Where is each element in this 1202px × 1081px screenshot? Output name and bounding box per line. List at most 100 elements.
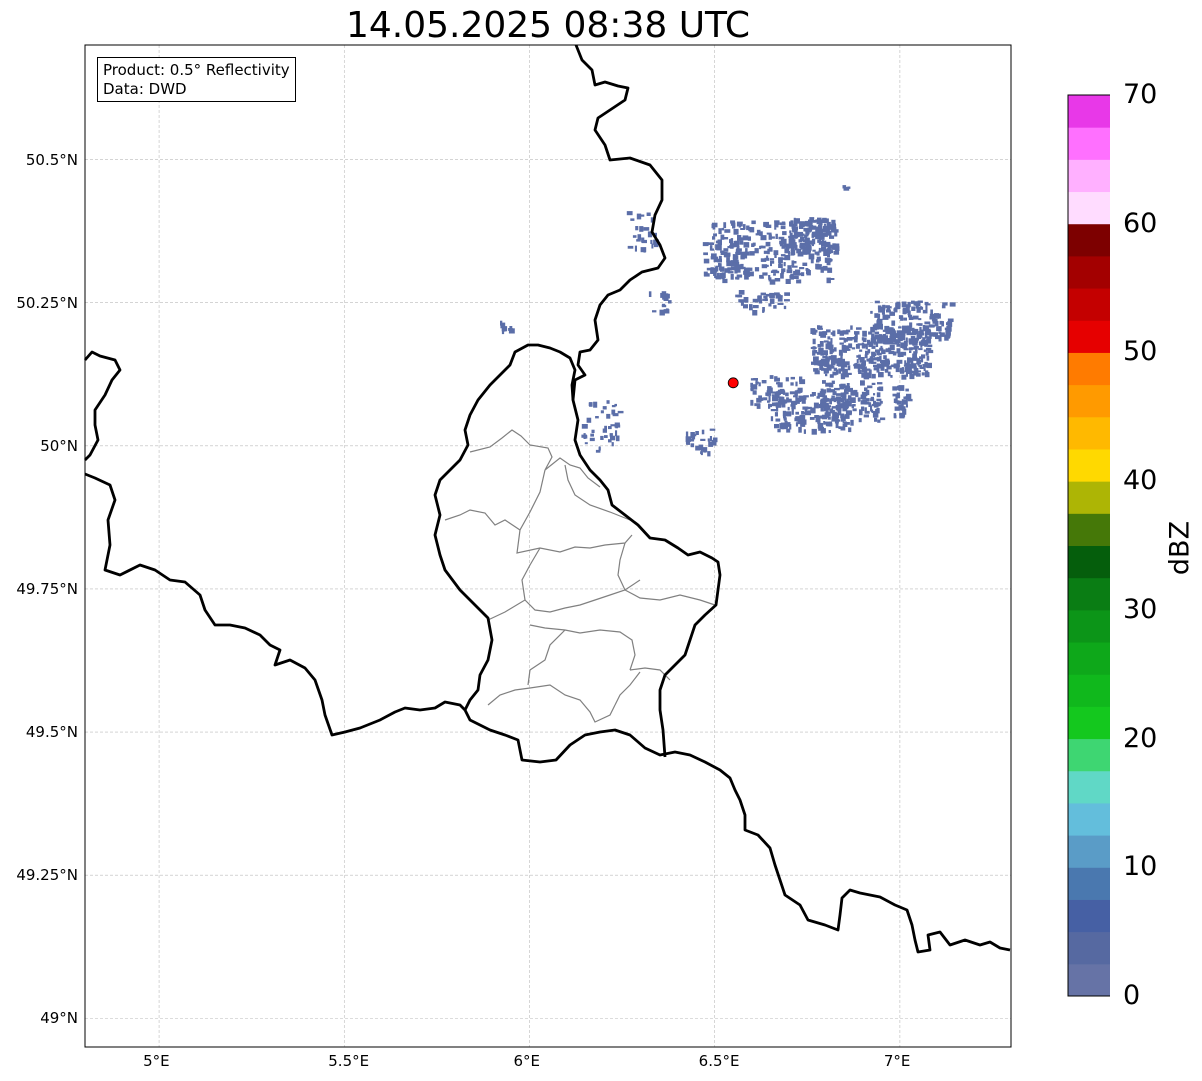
radar-echo-pixel	[635, 226, 639, 231]
radar-echo-pixel	[882, 304, 886, 311]
radar-echo-pixel	[916, 323, 921, 326]
radar-echo-pixel	[774, 220, 780, 223]
radar-echo-pixel	[588, 402, 593, 407]
radar-echo-pixel	[831, 406, 838, 409]
colorbar-segment	[1068, 738, 1110, 772]
radar-echo-pixel	[823, 340, 829, 343]
radar-echo-pixel	[773, 273, 776, 276]
border-france-belgium	[84, 472, 466, 737]
radar-echo-pixel	[819, 341, 824, 347]
radar-echo-pixel	[611, 409, 616, 415]
radar-echo-pixel	[853, 389, 858, 396]
radar-echo-pixel	[791, 260, 795, 266]
radar-echo-pixel	[746, 225, 750, 231]
radar-echo-pixel	[897, 386, 901, 391]
radar-echo-pixel	[882, 329, 887, 332]
radar-echo-pixel	[750, 388, 754, 391]
radar-echo-pixel	[881, 310, 885, 315]
radar-echo-pixel	[927, 344, 933, 348]
radar-echo-pixel	[726, 257, 730, 263]
radar-echo-pixel	[739, 240, 744, 245]
radar-echo-pixel	[700, 449, 703, 456]
radar-echo-pixel	[898, 326, 902, 329]
radar-echo-pixel	[912, 363, 917, 369]
lat-tick-label: 49.25°N	[16, 866, 78, 885]
colorbar-segment	[1068, 835, 1110, 868]
radar-echo-pixel	[842, 330, 849, 335]
radar-echo-pixel	[750, 384, 754, 389]
radar-echo-pixel	[854, 334, 858, 340]
radar-echo-pixel	[590, 433, 594, 437]
radar-echo-pixel	[850, 325, 853, 330]
radar-echo-pixel	[930, 332, 936, 336]
radar-echo-pixel	[636, 213, 642, 220]
radar-echo-pixel	[800, 422, 806, 427]
colorbar-segment	[1068, 95, 1110, 128]
radar-echo-pixel	[877, 382, 883, 385]
radar-echo-pixel	[922, 364, 925, 369]
radar-echo-pixel	[890, 328, 895, 332]
radar-echo-pixel	[926, 362, 932, 369]
radar-echo-pixel	[776, 221, 780, 225]
radar-echo-pixel	[711, 222, 718, 228]
radar-echo-pixel	[823, 229, 828, 232]
radar-echo-pixel	[653, 243, 659, 248]
radar-echo-pixel	[764, 264, 769, 267]
radar-echo-pixel	[770, 416, 774, 422]
radar-echo-pixel	[920, 329, 924, 334]
radar-echo-pixel	[794, 390, 798, 397]
radar-echo-pixel	[717, 272, 719, 277]
radar-echo-pixel	[803, 227, 808, 232]
radar-echo-pixel	[500, 320, 503, 326]
radar-echo-pixel	[784, 299, 790, 302]
radar-echo-pixel	[880, 323, 883, 330]
radar-echo-pixel	[895, 302, 901, 309]
radar-echo-pixel	[767, 248, 770, 255]
radar-echo-pixel	[743, 297, 749, 303]
radar-echo-pixel	[875, 323, 882, 330]
radar-echo-pixel	[735, 260, 739, 263]
lon-tick-label: 6.5°E	[698, 1052, 740, 1070]
radar-echo-pixel	[880, 417, 886, 421]
radar-echo-pixel	[799, 389, 803, 393]
radar-echo-pixel	[819, 391, 826, 398]
radar-echo-pixel	[748, 271, 754, 277]
colorbar-segment	[1068, 642, 1110, 675]
radar-echo-pixel	[793, 221, 798, 227]
radar-echo-pixel	[824, 412, 831, 416]
radar-echo-pixel	[784, 399, 788, 404]
radar-echo-pixel	[939, 332, 945, 337]
radar-echo-pixel	[857, 397, 861, 402]
radar-echo-pixel	[840, 392, 846, 398]
radar-echo-pixel	[872, 334, 875, 337]
radar-echo-pixel	[884, 339, 889, 345]
radar-echo-pixel	[886, 329, 889, 333]
radar-echo-pixel	[760, 258, 767, 262]
border-france-south	[463, 709, 1011, 954]
radar-echo-pixel	[915, 370, 921, 373]
radar-echo-pixel	[634, 245, 637, 252]
radar-echo-pixel	[909, 363, 914, 369]
radar-echo-pixel	[763, 250, 769, 254]
radar-echo-pixel	[774, 278, 781, 282]
radar-echo-pixel	[827, 258, 832, 263]
radar-echo-pixel	[663, 309, 670, 314]
radar-echo-pixel	[843, 350, 847, 353]
radar-echo-pixel	[661, 303, 666, 307]
radar-echo-pixel	[871, 403, 877, 407]
radar-echo-pixel	[831, 395, 835, 398]
radar-echo-pixel	[640, 247, 647, 253]
radar-echo-pixel	[734, 255, 739, 260]
radar-echo-pixel	[936, 326, 942, 332]
radar-echo-pixel	[773, 250, 779, 256]
radar-echo-pixel	[793, 244, 797, 249]
radar-echo-pixel	[921, 339, 925, 344]
lat-tick-label: 49.5°N	[25, 723, 78, 742]
radar-echo-pixel	[857, 364, 863, 369]
radar-echo-pixel	[795, 411, 799, 415]
radar-echo-pixel	[825, 373, 828, 377]
radar-echo-pixel	[853, 338, 858, 343]
radar-echo-pixel	[864, 368, 871, 371]
radar-echo-pixel	[873, 393, 876, 396]
